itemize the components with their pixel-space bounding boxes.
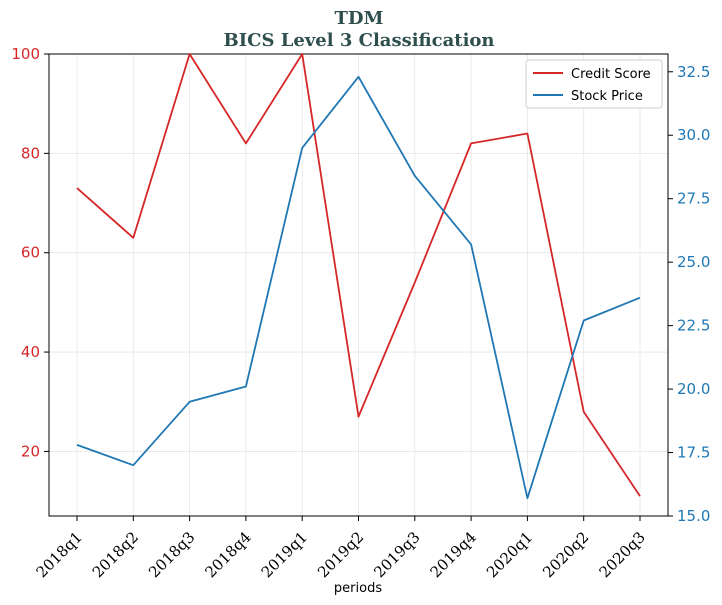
- x-axis: 2018q1 2018q2 2018q3 2018q4 2019q1 2019q2 2019…: [33, 516, 649, 581]
- left-tick-label: 40: [21, 343, 40, 361]
- chart-subtitle: BICS Level 3 Classification: [223, 30, 494, 51]
- right-tick-label: 17.5: [677, 444, 710, 462]
- legend-label-stock-price: Stock Price: [571, 89, 643, 104]
- x-tick-label: 2020q1: [483, 528, 536, 581]
- series-line-stock-price: [76, 75, 641, 500]
- x-tick-label: 2018q1: [33, 528, 86, 581]
- legend-label-credit-score: Credit Score: [571, 67, 651, 82]
- x-tick-label: 2018q4: [201, 528, 254, 581]
- left-tick-label: 20: [21, 442, 40, 460]
- x-tick-label: 2020q2: [539, 528, 592, 581]
- left-tick-label: 100: [11, 45, 40, 63]
- left-tick-label: 60: [21, 244, 40, 262]
- series-line-credit-score: [76, 53, 641, 497]
- right-tick-label: 22.5: [677, 317, 710, 335]
- x-axis-label: periods: [334, 581, 382, 596]
- x-tick-label: 2018q3: [145, 528, 198, 581]
- right-tick-label: 32.5: [677, 63, 710, 81]
- grid-lines: [49, 53, 668, 516]
- right-axis: 15.0 17.5 20.0 22.5 25.0 27.5 30.0 32.5: [668, 63, 710, 525]
- x-tick-label: 2019q4: [427, 528, 480, 581]
- x-tick-label: 2019q3: [370, 528, 423, 581]
- right-tick-label: 15.0: [677, 507, 710, 525]
- x-tick-label: 2018q2: [89, 528, 142, 581]
- left-tick-label: 80: [21, 144, 40, 162]
- right-tick-label: 25.0: [677, 253, 710, 271]
- series-lines: [76, 53, 641, 500]
- right-tick-label: 30.0: [677, 126, 710, 144]
- left-axis: 20 40 60 80 100: [11, 45, 49, 460]
- x-tick-label: 2020q3: [596, 528, 649, 581]
- legend: Credit Score Stock Price: [525, 59, 663, 109]
- right-tick-label: 27.5: [677, 190, 710, 208]
- x-tick-label: 2019q2: [314, 528, 367, 581]
- right-tick-label: 20.0: [677, 380, 710, 398]
- x-tick-label: 2019q1: [258, 528, 311, 581]
- chart-title: TDM: [335, 8, 384, 29]
